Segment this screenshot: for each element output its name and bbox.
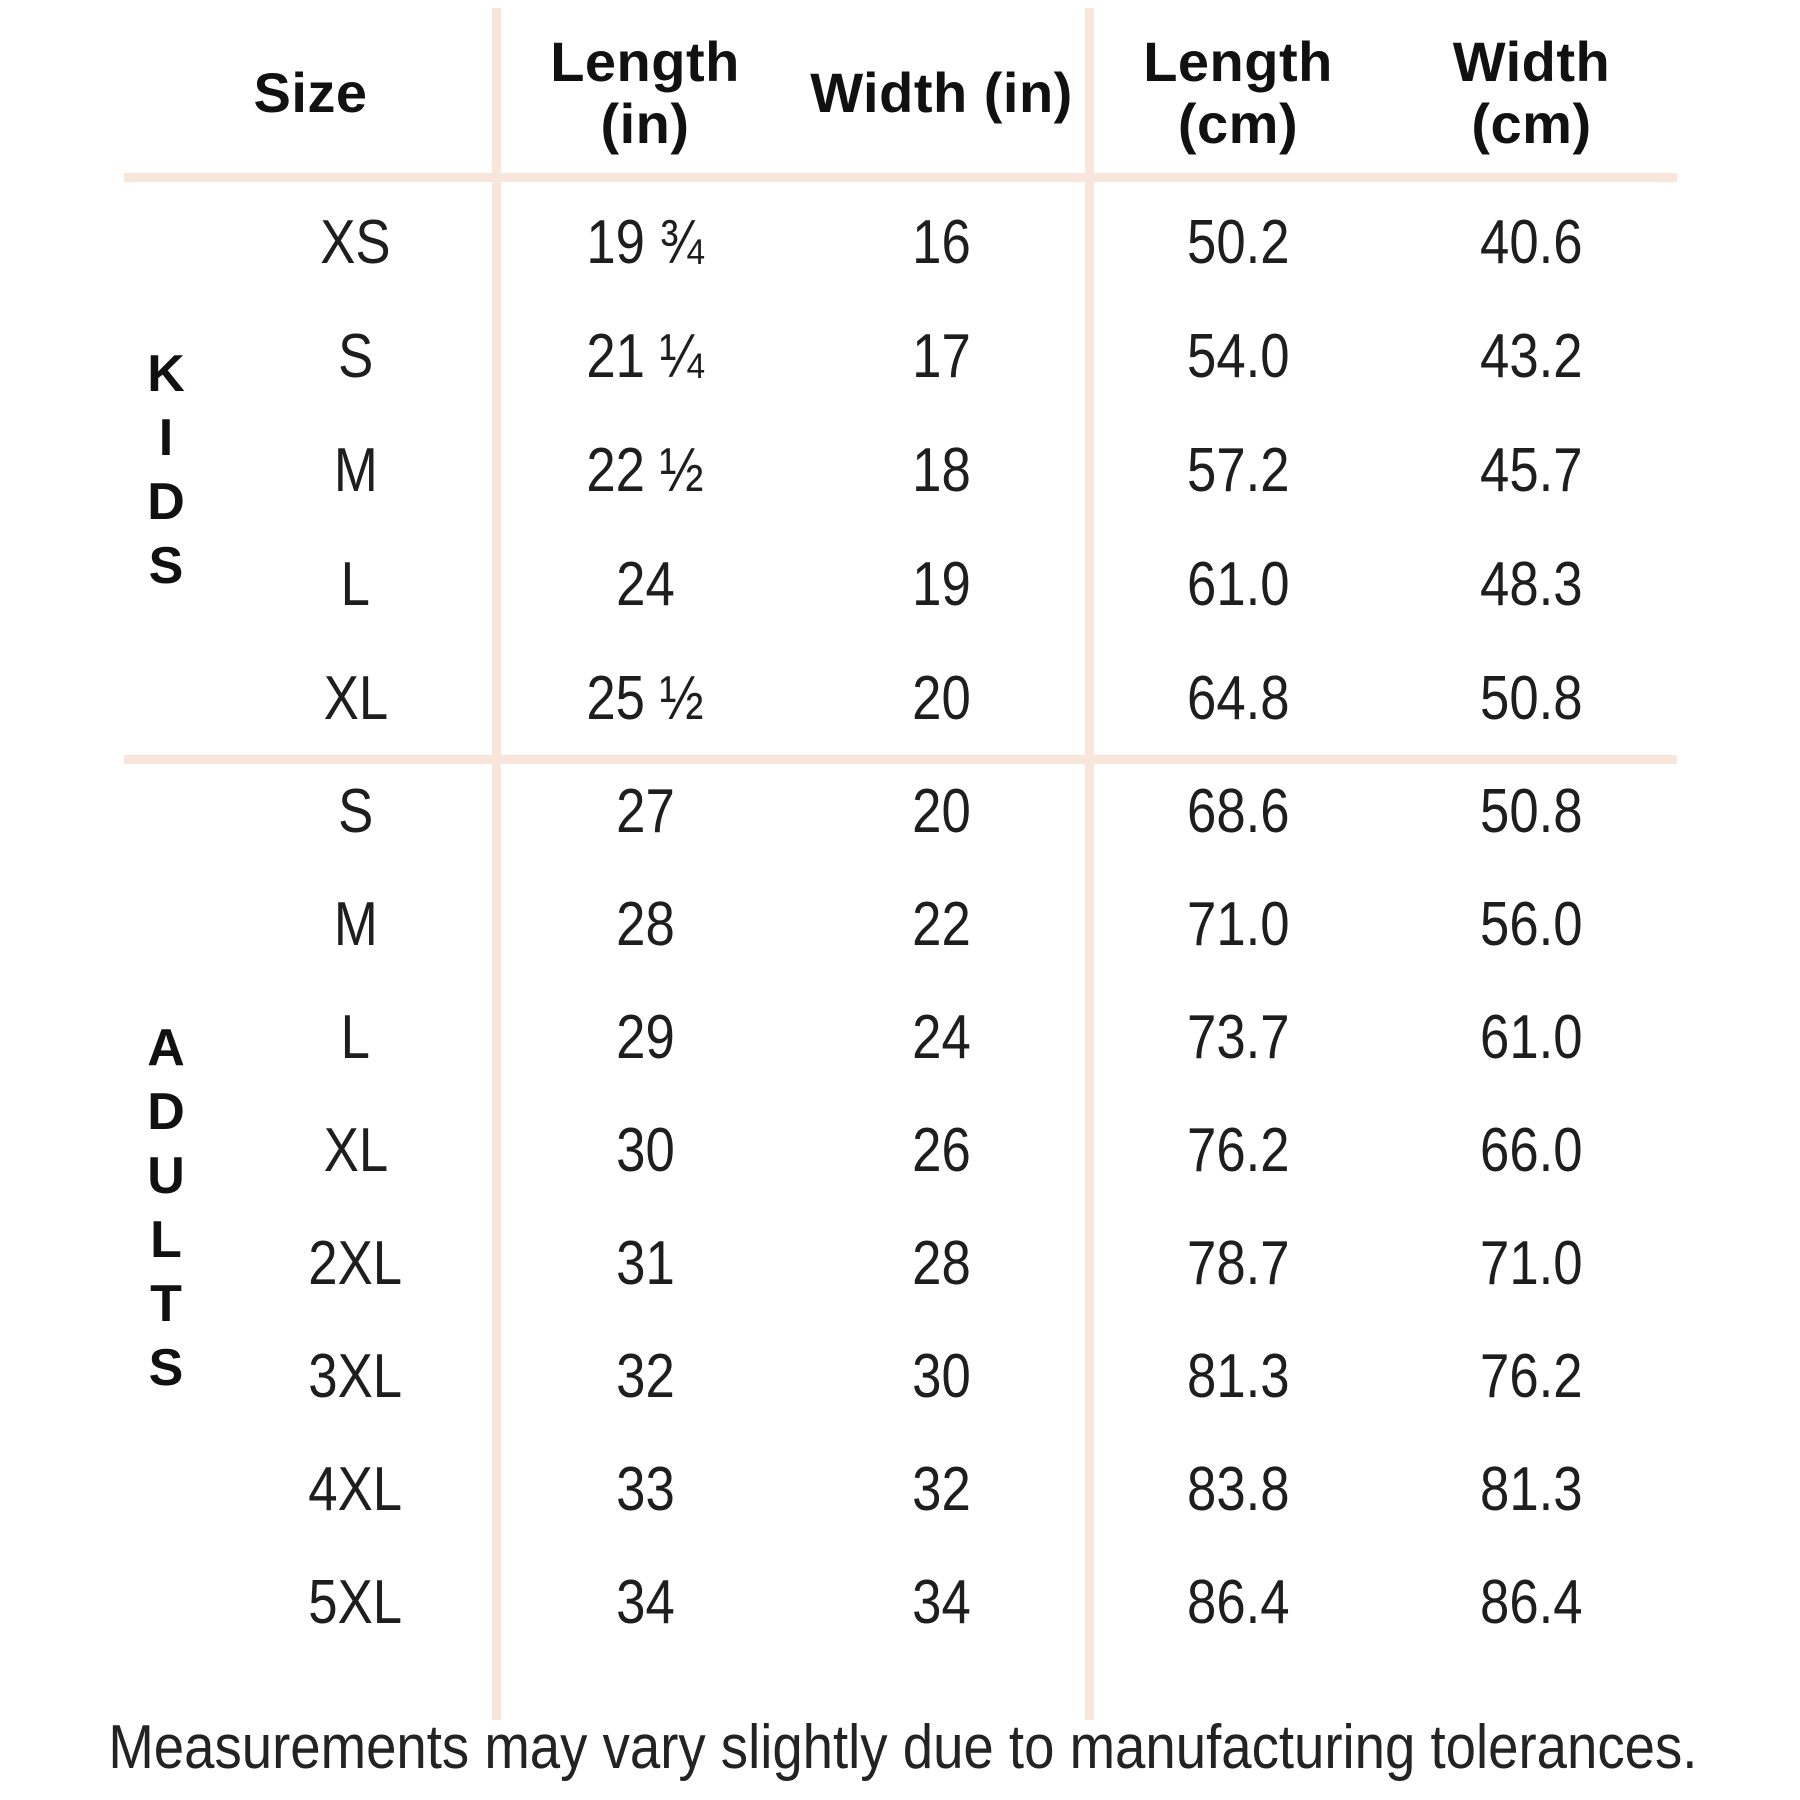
length-in-cell: 21 ¼ (586, 321, 704, 391)
width-in-cell: 19 (912, 549, 971, 619)
size-cell: XL (323, 663, 388, 733)
width-in-cell: 26 (912, 1116, 971, 1185)
length-cm-cell: 71.0 (1186, 890, 1290, 959)
width-cm-cell: 43.2 (1480, 321, 1583, 391)
vertical-divider-1 (492, 8, 501, 1720)
length-cm-cell: 64.8 (1186, 663, 1290, 733)
group-letter: S (148, 1338, 184, 1397)
size-cell: S (337, 321, 374, 391)
width-in-cell: 22 (912, 890, 971, 959)
width-cm-cell: 66.0 (1480, 1116, 1583, 1185)
column-header-width-cm: Width (cm) (1452, 29, 1611, 155)
group-letter: D (147, 473, 185, 531)
column-header-width-in: Width (in) (810, 60, 1073, 124)
length-in-cell: 27 (615, 777, 675, 846)
width-in-cell: 24 (912, 1003, 971, 1072)
width-in-cell: 20 (912, 663, 971, 733)
kids-group-label: K I D S (136, 190, 196, 750)
width-in-cell: 28 (912, 1229, 971, 1298)
size-cell: 2XL (308, 1229, 403, 1298)
length-cm-cell: 86.4 (1186, 1568, 1290, 1637)
size-cell: L (340, 549, 371, 619)
vertical-divider-2 (1085, 8, 1094, 1720)
width-in-cell: 16 (912, 207, 971, 277)
length-in-cell: 28 (615, 890, 675, 959)
length-in-cell: 29 (615, 1003, 675, 1072)
length-in-cell: 25 ½ (586, 663, 704, 733)
width-in-cell: 34 (912, 1568, 971, 1637)
length-in-cell: 31 (615, 1229, 675, 1298)
size-cell: 5XL (308, 1568, 403, 1637)
width-cm-cell: 86.4 (1480, 1568, 1583, 1637)
width-cm-cell: 76.2 (1480, 1342, 1583, 1411)
size-cell: M (333, 435, 378, 505)
group-letter: A (147, 1018, 185, 1077)
size-cell: S (337, 777, 374, 846)
adults-group-label: A D U L T S (136, 760, 196, 1655)
group-letter: I (158, 409, 174, 467)
length-cm-cell: 61.0 (1186, 549, 1290, 619)
length-cm-cell: 78.7 (1186, 1229, 1290, 1298)
length-cm-cell: 68.6 (1186, 777, 1290, 846)
column-header-length-cm: Length (cm) (1143, 29, 1333, 155)
length-in-cell: 34 (615, 1568, 675, 1637)
size-cell: XL (323, 1116, 388, 1185)
width-cm-cell: 56.0 (1480, 890, 1583, 959)
length-cm-cell: 50.2 (1186, 207, 1290, 277)
size-table: Size Length (in) Width (in) Length (cm) … (124, 0, 1677, 1659)
footer-note: Measurements may vary slightly due to ma… (108, 1713, 1698, 1782)
length-cm-cell: 81.3 (1186, 1342, 1290, 1411)
width-cm-cell: 48.3 (1480, 549, 1583, 619)
size-cell: L (340, 1003, 371, 1072)
size-cell: 3XL (308, 1342, 403, 1411)
width-in-cell: 18 (912, 435, 971, 505)
width-in-cell: 32 (912, 1455, 971, 1524)
size-cell: XS (320, 207, 391, 277)
length-in-cell: 33 (615, 1455, 675, 1524)
length-in-cell: 19 ¾ (586, 207, 704, 277)
column-header-length-in: Length (in) (550, 29, 740, 155)
width-in-cell: 17 (912, 321, 971, 391)
column-header-size: Size (253, 60, 368, 124)
group-letter: U (147, 1146, 185, 1205)
length-in-cell: 30 (615, 1116, 675, 1185)
length-cm-cell: 83.8 (1186, 1455, 1290, 1524)
group-letter: K (147, 345, 185, 403)
header-divider (124, 173, 1677, 182)
width-cm-cell: 40.6 (1480, 207, 1583, 277)
width-cm-cell: 81.3 (1480, 1455, 1583, 1524)
length-cm-cell: 76.2 (1186, 1116, 1290, 1185)
width-cm-cell: 50.8 (1480, 663, 1583, 733)
length-cm-cell: 57.2 (1186, 435, 1290, 505)
group-letter: L (150, 1210, 182, 1269)
size-cell: 4XL (308, 1455, 403, 1524)
length-in-cell: 22 ½ (586, 435, 704, 505)
group-letter: T (150, 1274, 182, 1333)
width-in-cell: 20 (912, 777, 971, 846)
length-in-cell: 24 (615, 549, 675, 619)
group-letter: S (148, 537, 184, 595)
kids-adults-divider (124, 755, 1677, 764)
width-cm-cell: 50.8 (1480, 777, 1583, 846)
width-cm-cell: 71.0 (1480, 1229, 1583, 1298)
size-cell: M (333, 890, 378, 959)
width-cm-cell: 45.7 (1480, 435, 1583, 505)
length-cm-cell: 54.0 (1186, 321, 1290, 391)
width-cm-cell: 61.0 (1480, 1003, 1583, 1072)
group-letter: D (147, 1082, 185, 1141)
length-in-cell: 32 (615, 1342, 675, 1411)
length-cm-cell: 73.7 (1186, 1003, 1290, 1072)
width-in-cell: 30 (912, 1342, 971, 1411)
